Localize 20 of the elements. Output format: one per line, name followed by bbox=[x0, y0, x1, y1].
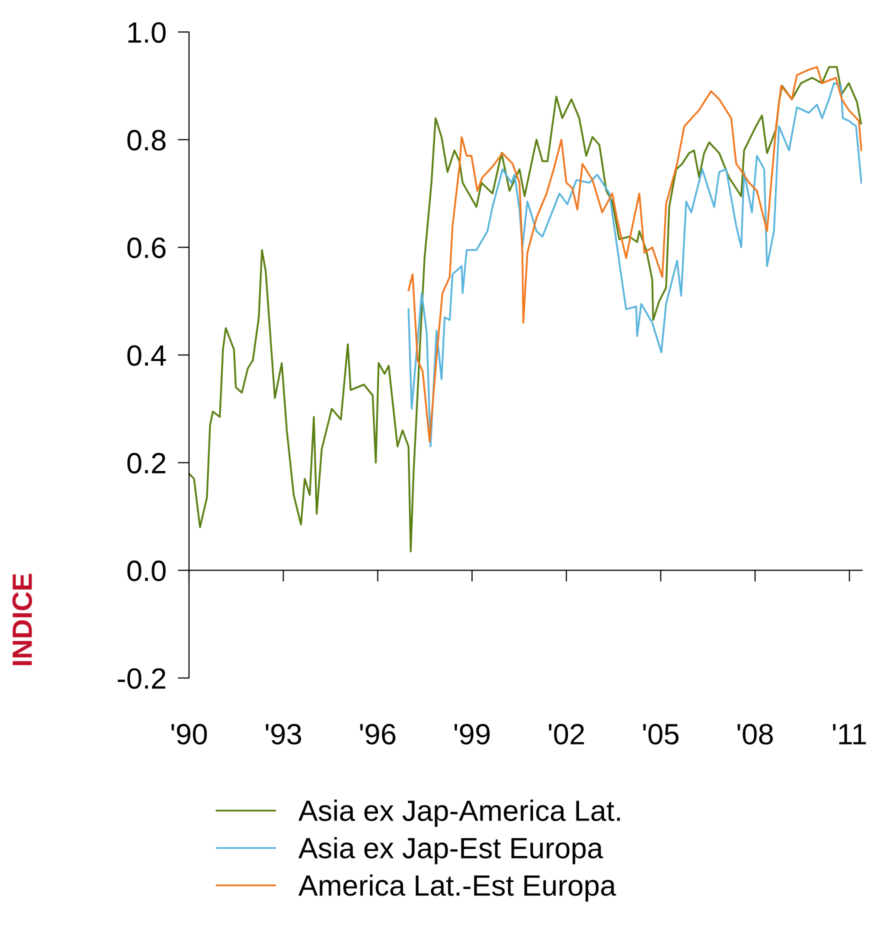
legend-label: Asia ex Jap-Est Europa bbox=[298, 837, 604, 864]
x-tick-label: '96 bbox=[360, 724, 396, 745]
line-series bbox=[189, 66, 862, 552]
legend-label: America Lat.-Est Europa bbox=[298, 874, 616, 902]
y-tick-label: 1.0 bbox=[128, 22, 166, 43]
y-axis-title: INDICE bbox=[12, 574, 32, 666]
x-tick-label: '08 bbox=[738, 724, 773, 745]
legend-label: Asia ex Jap-America Lat. bbox=[298, 800, 620, 827]
y-tick-label: 0.6 bbox=[127, 238, 166, 258]
y-tick-label: 0.2 bbox=[127, 452, 166, 474]
x-tick-label: '90 bbox=[171, 724, 207, 745]
x-tick-label: '93 bbox=[266, 724, 302, 745]
x-tick-label: '99 bbox=[454, 724, 490, 745]
y-tick-label: 0.4 bbox=[127, 345, 166, 366]
x-tick-label: '11 bbox=[832, 724, 866, 744]
y-tick-label: 0.0 bbox=[127, 560, 166, 582]
y-tick-label: -0.2 bbox=[118, 668, 166, 689]
x-tick-label: '02 bbox=[548, 724, 584, 745]
x-tick-label: '05 bbox=[643, 724, 679, 745]
y-tick-label: 0.8 bbox=[127, 130, 166, 151]
